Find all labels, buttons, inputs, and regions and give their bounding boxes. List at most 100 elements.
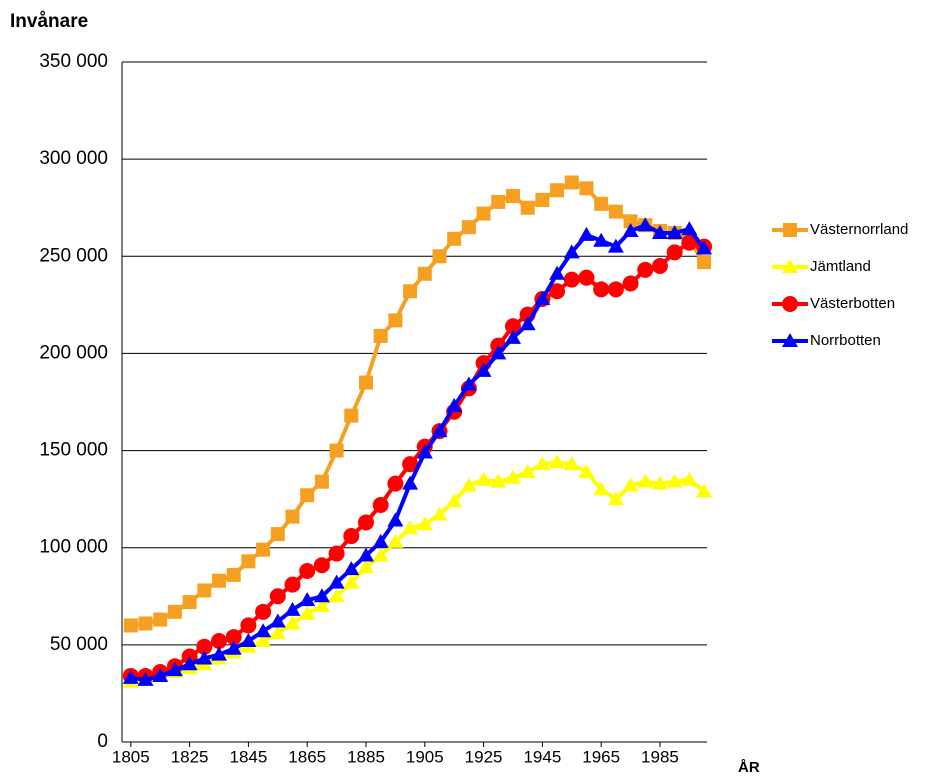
data-point [358, 375, 373, 390]
data-point [607, 238, 624, 253]
data-point [563, 271, 580, 288]
data-point [343, 561, 360, 576]
x-tick-label: 1945 [523, 747, 561, 766]
data-point [212, 573, 227, 588]
data-point [313, 588, 330, 603]
data-point [270, 527, 285, 542]
data-point [138, 616, 153, 631]
data-point [211, 646, 228, 661]
data-point [299, 592, 316, 607]
data-point [402, 456, 419, 473]
y-tick-label: 350 000 [39, 51, 108, 72]
data-point [182, 595, 197, 610]
data-point [666, 473, 683, 488]
data-point [152, 667, 169, 682]
data-point [372, 533, 389, 548]
data-point [344, 408, 359, 423]
y-tick-label: 100 000 [39, 537, 108, 558]
legend-marker [783, 223, 797, 237]
y-tick-label: 250 000 [39, 245, 108, 266]
data-point [211, 632, 228, 649]
data-point [167, 604, 182, 619]
data-point [416, 516, 433, 531]
data-point [373, 328, 388, 343]
data-point [549, 265, 566, 280]
data-point [607, 281, 624, 298]
data-point [491, 194, 506, 209]
data-point [651, 258, 668, 274]
data-point [387, 512, 404, 527]
series-line [130, 460, 706, 684]
data-point [300, 488, 315, 503]
data-point [594, 196, 609, 211]
data-point [563, 244, 580, 259]
data-point [226, 567, 241, 582]
data-point [651, 224, 668, 239]
legend-marker [782, 259, 798, 273]
data-point [608, 204, 623, 219]
data-point [343, 528, 360, 545]
data-point [402, 475, 419, 490]
data-point [504, 469, 521, 484]
data-point [490, 473, 507, 488]
data-point [387, 475, 404, 492]
legend-label: Västernorrland [810, 221, 908, 238]
data-point [446, 493, 463, 508]
data-point [696, 240, 713, 255]
data-point [446, 397, 463, 412]
data-point [681, 471, 698, 486]
data-point [535, 192, 550, 207]
data-point [578, 269, 595, 286]
data-point [387, 533, 404, 548]
x-tick-label: 1825 [171, 747, 209, 766]
data-point [504, 318, 521, 335]
data-point [241, 554, 256, 569]
data-point [269, 588, 286, 605]
series-line [130, 240, 705, 678]
y-tick-label: 0 [97, 731, 108, 752]
x-tick-label: 1905 [406, 747, 444, 766]
data-point [372, 496, 389, 513]
data-point [681, 234, 698, 251]
data-point [329, 443, 344, 458]
data-point [343, 574, 360, 589]
x-axis-label: ÅR [738, 759, 760, 776]
series-line [130, 223, 706, 682]
data-point [476, 206, 491, 221]
data-point [153, 612, 168, 627]
x-tick-label: 1985 [641, 747, 679, 766]
y-tick-label: 50 000 [50, 634, 108, 655]
data-point [299, 605, 316, 620]
data-point [637, 473, 654, 488]
data-point [240, 617, 257, 634]
legend-label: Västerbotten [810, 295, 895, 312]
data-point [269, 625, 286, 640]
data-point [475, 471, 492, 486]
data-point [166, 662, 183, 677]
data-point [328, 545, 345, 562]
x-tick-label: 1925 [465, 747, 503, 766]
data-point [313, 557, 330, 574]
data-point [372, 547, 389, 562]
data-point [666, 224, 683, 239]
data-point [255, 623, 272, 638]
data-point [328, 574, 345, 589]
x-tick-label: 1885 [347, 747, 385, 766]
data-point [549, 454, 566, 469]
data-point [504, 329, 521, 344]
data-point [622, 223, 639, 238]
data-point [578, 463, 595, 478]
data-point [563, 456, 580, 471]
data-point [696, 483, 713, 498]
data-point [623, 214, 638, 229]
data-point [461, 220, 476, 235]
data-point [505, 189, 520, 204]
data-point [299, 563, 316, 580]
y-tick-label: 200 000 [39, 342, 108, 363]
data-point [460, 376, 477, 391]
y-tick-label: 300 000 [39, 148, 108, 169]
data-point [285, 509, 300, 524]
data-point [416, 444, 433, 459]
legend-marker [782, 296, 798, 312]
